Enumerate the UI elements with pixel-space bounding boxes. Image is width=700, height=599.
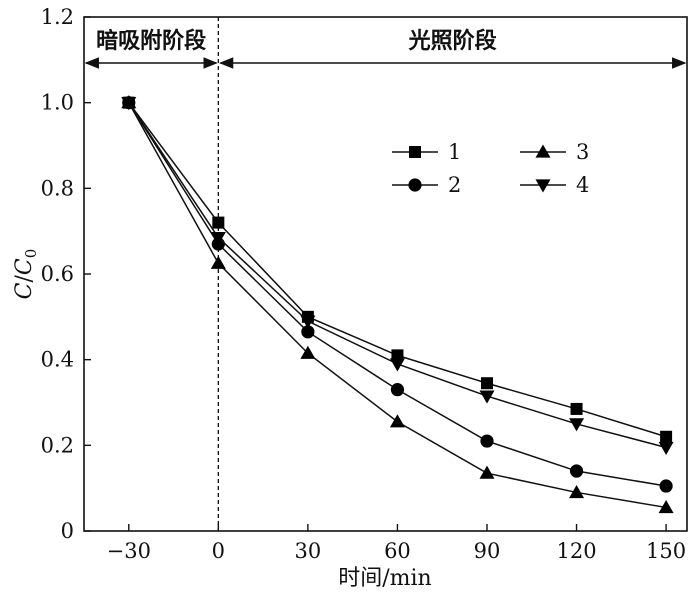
data-point xyxy=(210,255,226,269)
x-tick-label: 120 xyxy=(557,539,597,563)
data-point xyxy=(658,441,674,455)
legend-marker xyxy=(409,146,421,158)
y-tick-label: 1.0 xyxy=(41,91,74,115)
legend-label: 2 xyxy=(448,173,461,197)
data-point xyxy=(479,465,495,479)
y-tick-label: 0.4 xyxy=(41,348,74,372)
series-2 xyxy=(122,96,673,493)
legend-marker xyxy=(535,144,551,158)
series-3 xyxy=(121,95,674,514)
phase-label: 暗吸附阶段 xyxy=(96,28,206,54)
data-point xyxy=(480,377,493,390)
y-tick-label: 0.2 xyxy=(41,433,74,457)
legend-label: 4 xyxy=(576,173,589,197)
phase-label: 光照阶段 xyxy=(408,28,497,54)
data-point xyxy=(569,464,584,478)
data-point xyxy=(121,97,137,111)
data-point xyxy=(659,479,673,493)
legend: 1 2 3 4 xyxy=(392,140,589,197)
legend-item-3: 3 xyxy=(520,140,589,164)
x-tick-label: 90 xyxy=(474,539,501,563)
x-tick-label: 60 xyxy=(384,539,411,563)
legend-item-4: 4 xyxy=(520,173,589,197)
axes: −30 0 30 60 90 120 150 0 0.2 0.4 0.6 0.8 1.0 1.2 xyxy=(41,5,687,563)
x-tick-label: −30 xyxy=(107,539,151,563)
data-point xyxy=(570,402,583,415)
phase-annotations: 暗吸附阶段 光照阶段 xyxy=(84,17,687,531)
data-point xyxy=(300,345,316,359)
legend-label: 3 xyxy=(576,140,589,164)
y-tick-label: 0.8 xyxy=(41,176,74,200)
data-point xyxy=(389,358,405,372)
y-tick-label: 0 xyxy=(61,519,74,543)
y-tick-label: 0.6 xyxy=(41,262,74,286)
data-point xyxy=(480,434,494,448)
x-axis-title: 时间/min xyxy=(338,566,431,591)
data-point xyxy=(660,430,673,443)
data-point xyxy=(300,315,316,329)
x-tick-label: 150 xyxy=(646,539,686,563)
legend-marker xyxy=(408,178,422,192)
plot-frame xyxy=(83,16,688,532)
x-tick-label: 0 xyxy=(212,539,225,563)
data-point xyxy=(569,418,585,432)
data-point xyxy=(210,231,226,246)
y-tick-label: 1.2 xyxy=(41,5,74,29)
data-point xyxy=(301,325,315,339)
legend-item-2: 2 xyxy=(392,173,461,197)
series-group xyxy=(121,95,674,514)
series-4 xyxy=(121,97,674,455)
data-point xyxy=(390,383,405,397)
y-axis-title: C/C0 xyxy=(12,249,40,300)
y-axis-title-c: C xyxy=(12,282,37,299)
data-point xyxy=(658,499,674,514)
legend-marker xyxy=(535,179,551,193)
y-axis-title-slash: / xyxy=(12,274,37,282)
y-axis-title-subscript: 0 xyxy=(22,249,40,259)
data-point xyxy=(212,216,225,229)
legend-label: 1 xyxy=(448,140,461,164)
data-point xyxy=(479,390,495,404)
data-point xyxy=(389,414,405,428)
y-axis-title-c0: C xyxy=(12,258,37,275)
data-point xyxy=(569,484,585,499)
legend-item-1: 1 xyxy=(392,140,461,164)
x-tick-label: 30 xyxy=(295,539,322,563)
